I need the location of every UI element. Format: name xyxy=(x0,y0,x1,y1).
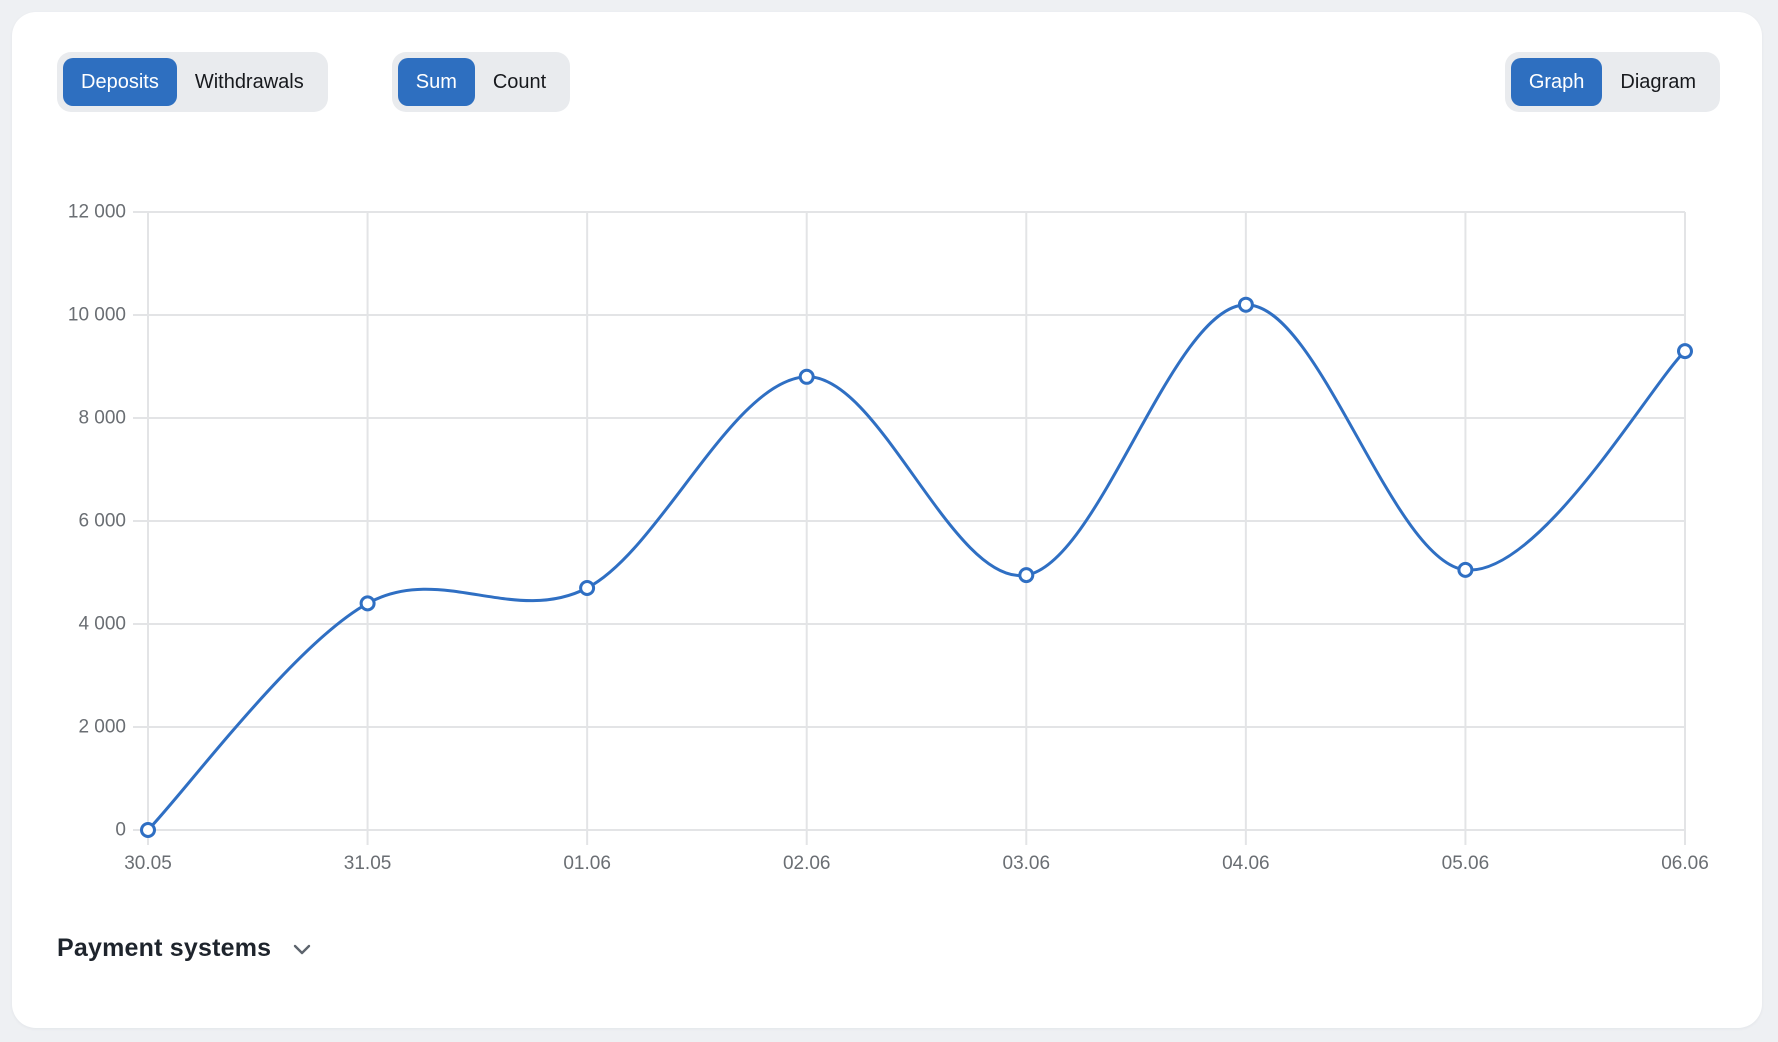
deposits-tab[interactable]: Deposits xyxy=(63,58,177,106)
view-mode-toggle: Graph Diagram xyxy=(1504,52,1720,112)
chart-toolbar: Deposits Withdrawals Sum Count Graph Dia… xyxy=(57,52,1720,112)
graph-tab[interactable]: Graph xyxy=(1510,58,1603,106)
y-axis-tick-label: 12 000 xyxy=(68,202,126,223)
y-axis-tick-label: 10 000 xyxy=(68,305,126,326)
deposits-line-chart: 0 2 000 4 000 6 000 8 000 10 000 12 000 30.05 31… xyxy=(68,202,1709,875)
data-point-marker[interactable] xyxy=(359,595,376,612)
data-point-marker[interactable] xyxy=(1018,567,1035,584)
x-axis-tick-label: 03.06 xyxy=(1003,853,1051,874)
statistics-card: Deposits Withdrawals Sum Count Graph Dia… xyxy=(12,12,1762,1028)
y-axis-tick-label: 0 xyxy=(115,820,126,841)
data-point-marker[interactable] xyxy=(1237,296,1254,313)
y-axis-tick-label: 8 000 xyxy=(78,408,126,429)
x-axis-tick-label: 04.06 xyxy=(1222,853,1270,874)
data-point-marker[interactable] xyxy=(1677,343,1693,360)
data-point-marker[interactable] xyxy=(1457,561,1474,578)
x-axis-tick-label: 06.06 xyxy=(1661,853,1709,874)
x-axis-tick-label: 30.05 xyxy=(124,853,172,874)
x-axis-tick-label: 05.06 xyxy=(1442,853,1490,874)
x-axis-tick-label: 01.06 xyxy=(563,853,611,874)
x-axis-tick-label: 02.06 xyxy=(783,853,831,874)
transaction-type-toggle: Deposits Withdrawals xyxy=(57,52,328,112)
y-axis-tick-label: 6 000 xyxy=(78,511,126,532)
x-axis-tick-label: 31.05 xyxy=(344,853,392,874)
deposits-series-line xyxy=(146,303,1687,832)
y-axis-tick-label: 2 000 xyxy=(78,717,126,738)
data-point-marker[interactable] xyxy=(798,368,815,385)
data-point-marker[interactable] xyxy=(140,822,156,838)
y-axis-tick-label: 4 000 xyxy=(78,614,126,635)
payment-systems-title: Payment systems xyxy=(57,934,272,962)
withdrawals-tab[interactable]: Withdrawals xyxy=(177,58,322,106)
data-point-marker[interactable] xyxy=(579,580,596,596)
payment-systems-section-header[interactable]: Payment systems xyxy=(57,934,315,963)
chevron-down-icon xyxy=(294,944,311,954)
sum-tab[interactable]: Sum xyxy=(397,58,475,106)
count-tab[interactable]: Count xyxy=(475,58,564,106)
diagram-tab[interactable]: Diagram xyxy=(1602,58,1714,106)
aggregation-toggle: Sum Count xyxy=(391,52,571,112)
